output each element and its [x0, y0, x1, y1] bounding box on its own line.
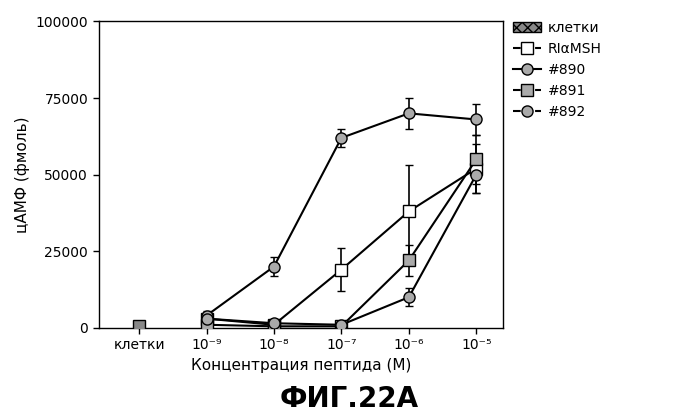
Y-axis label: цАМФ (фмоль): цАМФ (фмоль) [15, 116, 30, 233]
Legend: клетки, RIαMSH, #890, #891, #892: клетки, RIαMSH, #890, #891, #892 [507, 15, 607, 124]
Text: ФИГ.22А: ФИГ.22А [280, 385, 419, 413]
X-axis label: Концентрация пептида (М): Концентрация пептида (М) [191, 358, 411, 373]
